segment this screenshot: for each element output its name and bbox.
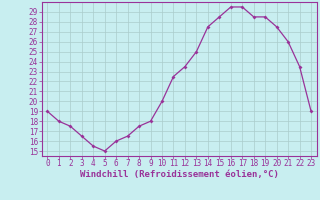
X-axis label: Windchill (Refroidissement éolien,°C): Windchill (Refroidissement éolien,°C): [80, 170, 279, 179]
